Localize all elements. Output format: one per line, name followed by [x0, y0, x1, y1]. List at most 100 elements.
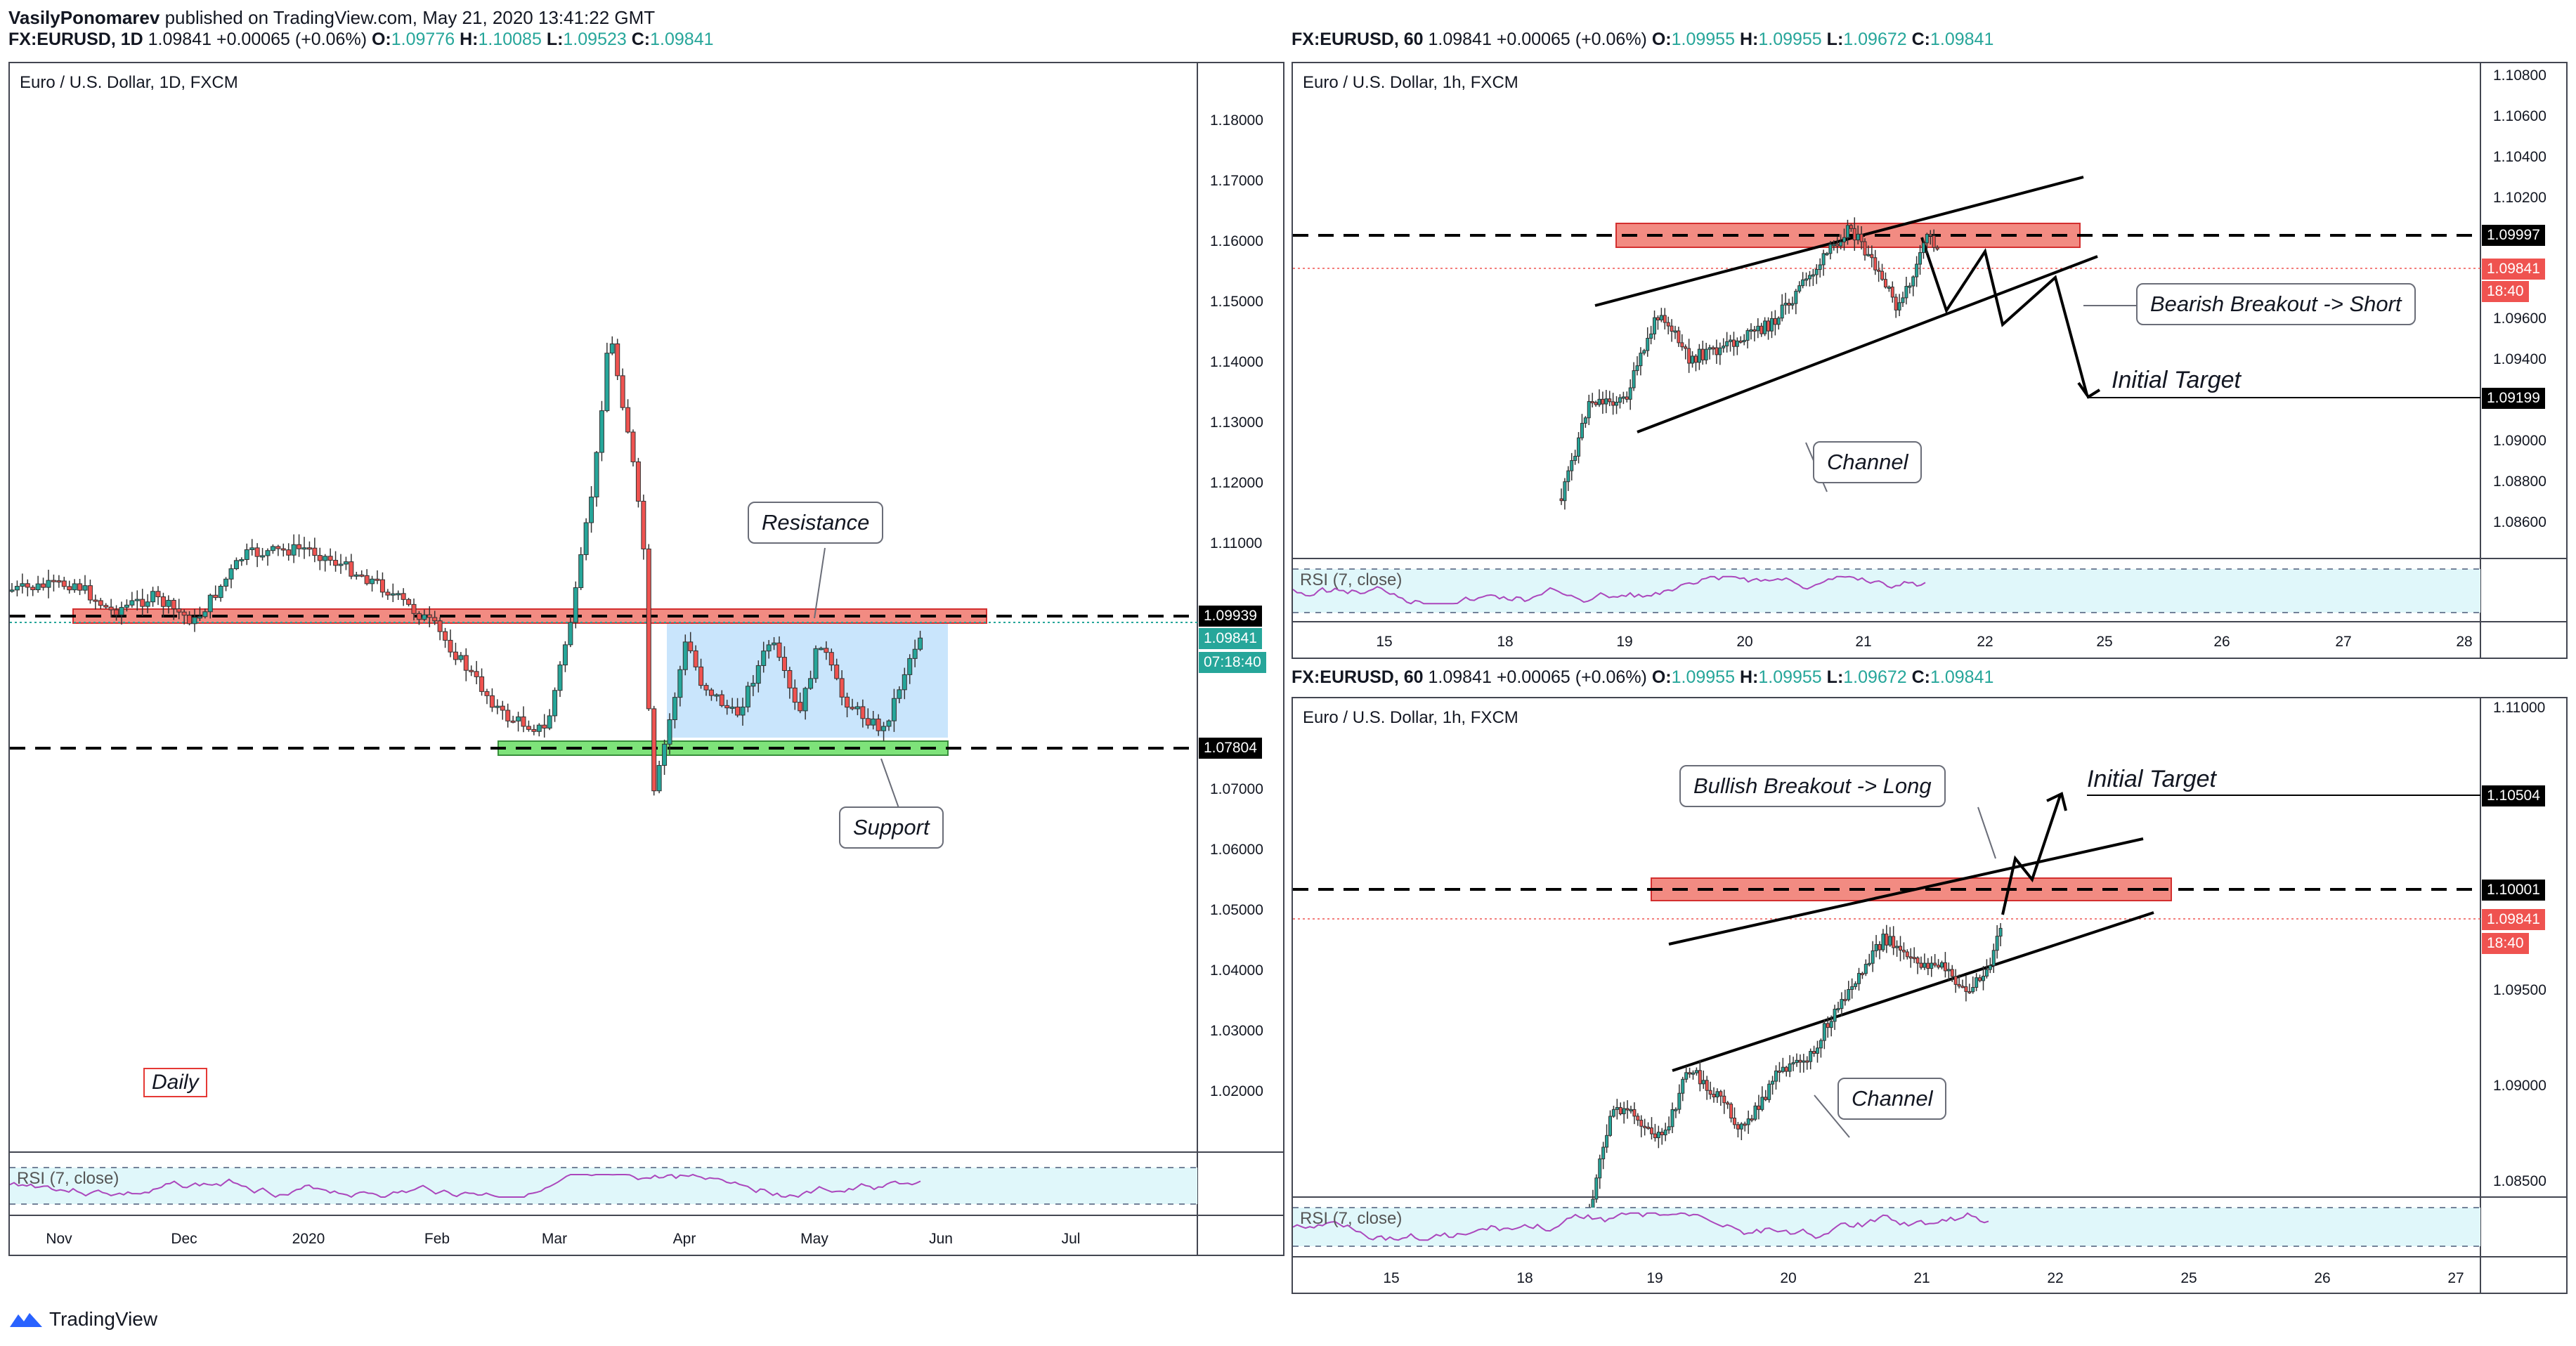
candle-body: [474, 671, 479, 677]
candle-body: [562, 644, 568, 666]
time-axis-label: 22: [2047, 1270, 2063, 1286]
hourly-bottom-chart-panel[interactable]: 1.11000 1.09500 1.09000 1.08500 15 18 19 20 21 22…: [1292, 697, 2568, 1294]
candle-body: [1863, 964, 1868, 974]
candle-body: [547, 715, 552, 728]
symbol-price: 1.09841: [148, 30, 212, 49]
hourly-top-chart-panel[interactable]: 1.10800 1.10600 1.10400 1.10200 1.09600 1.094…: [1292, 62, 2568, 659]
channel-callout[interactable]: Channel: [1813, 441, 1923, 483]
candle-body: [1809, 1051, 1813, 1062]
candle-body: [223, 578, 229, 587]
candle-body: [1805, 1060, 1809, 1063]
candle-body: [1666, 322, 1670, 327]
bullish-breakout-callout[interactable]: Bullish Breakout -> Long: [1679, 765, 1946, 807]
candle-body: [1712, 1094, 1716, 1097]
time-axis-label: 20: [1736, 634, 1752, 650]
channel-upper: [1594, 176, 2084, 307]
candle-body: [886, 720, 892, 727]
candle-body: [1752, 329, 1757, 332]
price-axis-label: 1.11000: [2493, 700, 2545, 716]
hourly-bottom-canvas[interactable]: 1.11000 1.09500 1.09000 1.08500 15 18 19 20 21 22…: [1293, 698, 2568, 1294]
candle-body: [1570, 460, 1574, 471]
candle-body: [1881, 934, 1885, 950]
candle-body: [1971, 987, 1975, 993]
candle-body: [1767, 320, 1771, 332]
daily-chart-panel[interactable]: 1.18000 1.17000 1.16000 1.15000 1.14000 1.130…: [8, 62, 1284, 1256]
candle-body: [1918, 252, 1923, 265]
support-callout[interactable]: Support: [839, 806, 944, 849]
candle-body: [1691, 1072, 1695, 1075]
hourly-top-legend: FX:EURUSD, 60 1.09841 +0.00065 (+0.06%) …: [1292, 30, 1993, 50]
candle-body: [912, 648, 918, 659]
resistance-callout[interactable]: Resistance: [748, 502, 884, 544]
candle-body: [1733, 1118, 1736, 1125]
daily-label[interactable]: Daily: [143, 1068, 207, 1097]
author-name[interactable]: VasilyPonomarev: [8, 7, 160, 28]
time-axis-label: 15: [1376, 634, 1392, 650]
candle-body: [1604, 398, 1608, 405]
candle-body: [557, 665, 563, 691]
hourly-bottom-high-label: H:: [1739, 667, 1759, 687]
candle-body: [776, 642, 782, 658]
candle-body: [14, 586, 20, 591]
daily-chart-canvas[interactable]: 1.18000 1.17000 1.16000 1.15000 1.14000 1.130…: [10, 63, 1284, 1256]
candle-body: [1573, 455, 1578, 462]
hourly-bottom-symbol[interactable]: FX:EURUSD, 60: [1292, 667, 1424, 687]
candle-body: [1845, 225, 1849, 238]
price-axis-label: 1.05000: [1210, 902, 1263, 918]
candle-body: [479, 676, 485, 692]
price-axis-label: 1.04000: [1210, 962, 1263, 979]
candle-body: [1814, 269, 1819, 275]
channel-callout-bottom[interactable]: Channel: [1837, 1078, 1947, 1120]
candle-body: [1715, 1091, 1719, 1097]
candle-body: [41, 583, 46, 588]
rsi-band: [1293, 569, 2480, 613]
hourly-top-target-tag: 1.09199: [2482, 388, 2545, 409]
candle-body: [1783, 303, 1788, 306]
time-axis-label: 19: [1646, 1270, 1663, 1286]
hourly-top-canvas[interactable]: 1.10800 1.10600 1.10400 1.10200 1.09600 1.094…: [1293, 63, 2568, 659]
candle-body: [1895, 946, 1899, 948]
candle-body: [750, 683, 756, 687]
candle-body: [244, 549, 249, 560]
candle-body: [1618, 397, 1622, 403]
symbol-name[interactable]: FX:EURUSD, 1D: [8, 30, 143, 49]
candle-body: [1850, 986, 1854, 990]
time-axis-label: Nov: [46, 1231, 72, 1247]
symbol-legend: FX:EURUSD, 1D 1.09841 +0.00065 (+0.06%) …: [8, 30, 714, 50]
candle-body: [20, 583, 25, 587]
candle-body: [1885, 934, 1889, 946]
candle-body: [1746, 1118, 1750, 1125]
candle-body: [489, 695, 495, 708]
daily-price-tag: 1.09841: [1199, 628, 1262, 649]
candle-body: [1608, 1116, 1612, 1136]
candle-body: [1639, 1120, 1644, 1127]
hourly-bottom-candles: [1587, 923, 2003, 1225]
candle-body: [129, 600, 135, 606]
candle-body: [1587, 400, 1591, 419]
candle-body: [761, 651, 767, 666]
candle-body: [453, 651, 458, 660]
candle-body: [422, 614, 427, 620]
candle-body: [1836, 1008, 1840, 1011]
price-axis-label: 1.08800: [2493, 473, 2546, 490]
candle-body: [192, 617, 197, 625]
candle-body: [1659, 315, 1663, 320]
time-axis-label: Dec: [171, 1231, 197, 1247]
candle-body: [1636, 1116, 1640, 1121]
candle-body: [1605, 1135, 1609, 1148]
candle-body: [897, 689, 902, 699]
time-axis-label: Feb: [424, 1231, 450, 1247]
bearish-breakout-callout[interactable]: Bearish Breakout -> Short: [2136, 283, 2416, 325]
price-axis-label: 1.12000: [1210, 475, 1263, 491]
candle-body: [1760, 1097, 1764, 1110]
hourly-top-symbol[interactable]: FX:EURUSD, 60: [1292, 30, 1424, 49]
candle-body: [181, 611, 187, 616]
candle-body: [510, 720, 516, 723]
candle-body: [1656, 1132, 1660, 1139]
tradingview-brand[interactable]: TradingView: [8, 1308, 157, 1331]
candle-body: [1670, 1109, 1674, 1128]
candle-body: [1673, 330, 1677, 333]
candle-body: [375, 578, 380, 581]
candle-body: [396, 593, 401, 596]
time-axis-label: May: [800, 1231, 828, 1247]
